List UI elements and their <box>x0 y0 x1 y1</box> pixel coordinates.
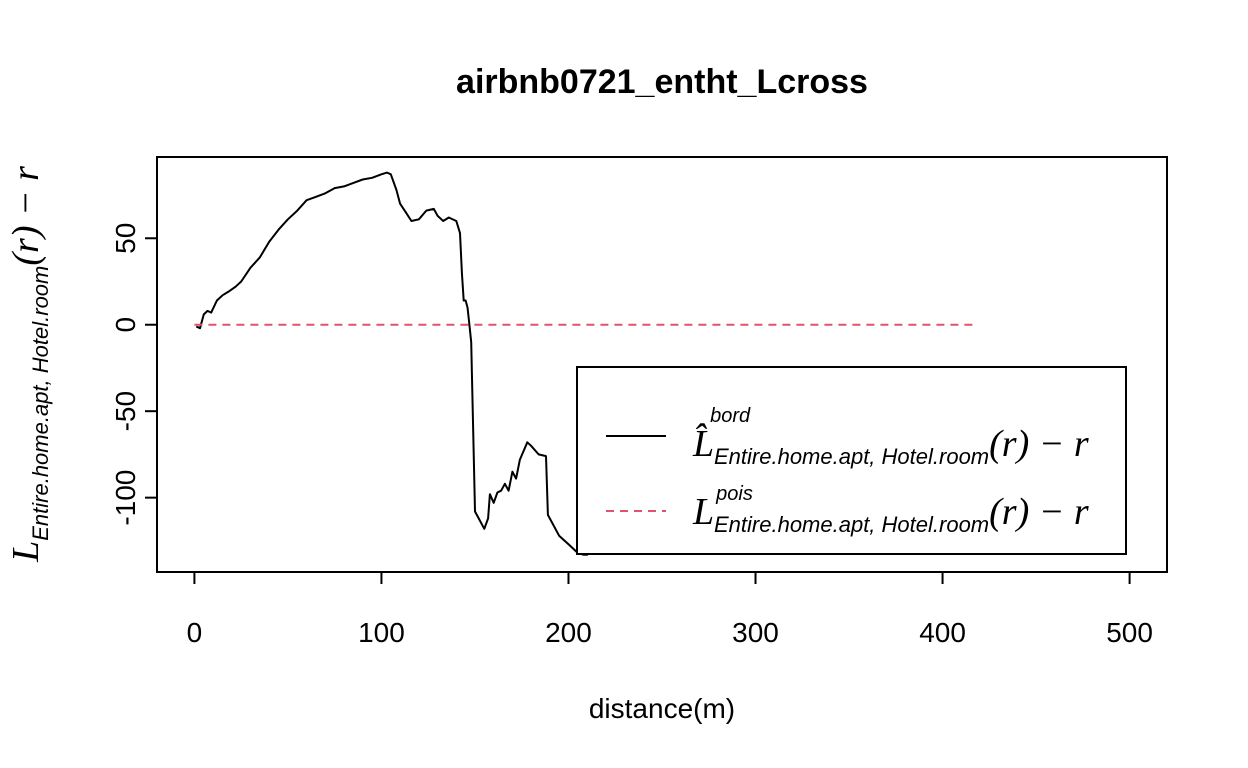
legend-pois-suffix: (r) − r <box>989 491 1089 533</box>
y-tick-label: 0 <box>110 317 141 333</box>
legend-bord-suffix: (r) − r <box>989 423 1089 465</box>
chart-title: airbnb0721_entht_Lcross <box>456 63 868 101</box>
x-tick-label: 300 <box>732 617 779 648</box>
legend-box <box>576 366 1127 555</box>
plot-frame <box>156 156 1168 573</box>
legend-bord-base: L̂ <box>692 423 714 465</box>
legend: L̂bord Entire.home.apt, Hotel.room(r) − r… <box>576 366 1127 555</box>
y-tick-label: -100 <box>110 470 141 526</box>
y-axis-label: LEntire.home.apt, Hotel.room(r) − r <box>5 166 53 563</box>
legend-entry-bord: L̂bord Entire.home.apt, Hotel.room(r) − r <box>692 405 1089 469</box>
y-ticks: 50 0 -50 -100 <box>110 223 157 526</box>
y-tick-label: 50 <box>110 223 141 254</box>
legend-pois-base: L <box>692 491 714 533</box>
x-tick-label: 100 <box>358 617 405 648</box>
x-tick-label: 200 <box>545 617 592 648</box>
legend-bord-subscript: Entire.home.apt, Hotel.room <box>714 444 989 469</box>
y-tick-label: -50 <box>110 391 141 431</box>
x-tick-label: 0 <box>187 617 203 648</box>
y-axis-label-base: L <box>5 541 47 563</box>
y-axis-label-subscript: Entire.home.apt, Hotel.room <box>28 266 53 541</box>
legend-pois-superscript: pois <box>715 483 753 505</box>
legend-pois-subscript: Entire.home.apt, Hotel.room <box>714 512 989 537</box>
legend-bord-superscript: bord <box>710 405 751 427</box>
x-ticks: 0 100 200 300 400 500 <box>187 572 1153 648</box>
x-axis-label: distance(m) <box>589 693 735 724</box>
y-axis-label-suffix: (r) − r <box>5 166 47 266</box>
x-tick-label: 400 <box>919 617 966 648</box>
x-tick-label: 500 <box>1106 617 1153 648</box>
